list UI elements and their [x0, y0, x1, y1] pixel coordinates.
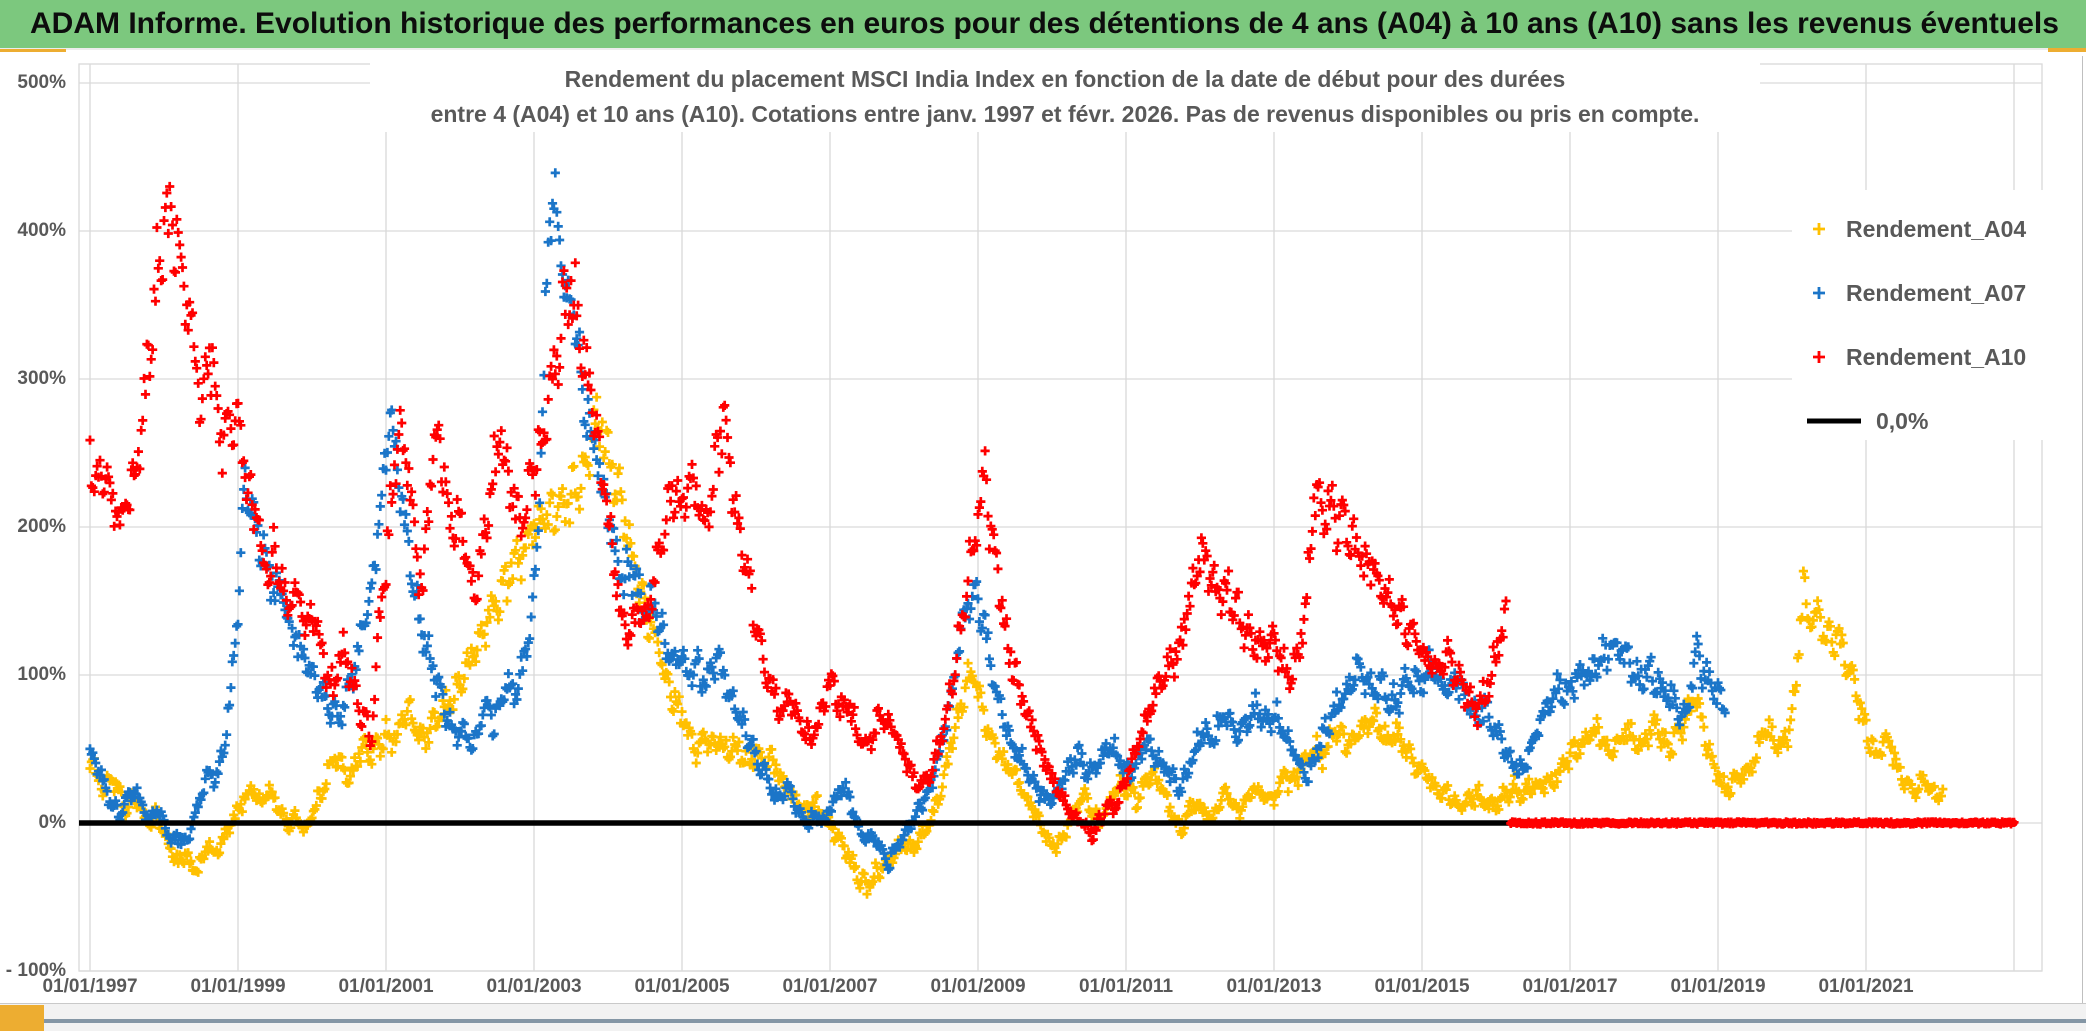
legend-item-rendement-a07[interactable]: Rendement_A07 [1806, 276, 2026, 310]
x-axis-tick: 01/01/2001 [338, 976, 434, 997]
legend: Rendement_A04 Rendement_A07 Rendement_A10 0… [1792, 190, 2060, 440]
legend-label: 0,0% [1876, 407, 1929, 434]
page-title: ADAM Informe. Evolution historique des p… [30, 7, 2059, 40]
chart-plot-area[interactable] [0, 0, 2086, 1003]
chart-title-line1: Rendement du placement MSCI India Index … [564, 66, 1566, 92]
x-axis-tick: 01/01/2007 [782, 976, 878, 997]
sheet-bottom-divider [0, 1019, 2086, 1023]
sheet-bottom-strip [0, 1003, 2086, 1031]
y-axis-tick: 500% [17, 72, 66, 93]
x-axis-tick: 01/01/2003 [486, 976, 582, 997]
x-axis-tick: 01/01/2009 [930, 976, 1026, 997]
legend-item-0-0-[interactable]: 0,0% [1806, 404, 1928, 438]
x-axis-tick: 01/01/2021 [1818, 976, 1914, 997]
x-axis-tick: 01/01/2017 [1522, 976, 1618, 997]
x-axis-tick: 01/01/2013 [1226, 976, 1322, 997]
chart-title: Rendement du placement MSCI India Index … [370, 62, 1760, 132]
x-axis-tick: 01/01/2005 [634, 976, 730, 997]
legend-label: Rendement_A04 [1846, 215, 2027, 242]
x-axis-tick: 01/01/1999 [190, 976, 286, 997]
chart-title-line2: entre 4 (A04) et 10 ans (A10). Cotations… [430, 101, 1700, 127]
x-axis-tick: 01/01/2015 [1374, 976, 1470, 997]
y-axis-tick: 400% [17, 220, 66, 241]
y-axis-tick: 100% [17, 664, 66, 685]
legend-plus-marker-icon [1813, 287, 1825, 299]
legend-plus-marker-icon [1813, 351, 1825, 363]
legend-line-marker-icon [1807, 418, 1861, 424]
x-axis-tick: 01/01/1997 [42, 976, 138, 997]
legend-item-rendement-a10[interactable]: Rendement_A10 [1806, 340, 2026, 374]
y-axis-tick: 200% [17, 516, 66, 537]
legend-label: Rendement_A07 [1846, 279, 2027, 306]
y-axis-tick: 300% [17, 368, 66, 389]
x-axis-tick: 01/01/2019 [1670, 976, 1766, 997]
x-axis-tick: 01/01/2011 [1078, 976, 1174, 997]
chart-right-border [2082, 56, 2083, 1003]
y-axis-tick: - 100% [5, 960, 66, 981]
legend-plus-marker-icon [1813, 223, 1825, 235]
selection-handle-bottom-left [0, 1005, 44, 1031]
legend-label: Rendement_A10 [1846, 343, 2027, 370]
y-axis-tick: 0% [38, 812, 66, 833]
title-bar: ADAM Informe. Evolution historique des p… [0, 0, 2086, 50]
legend-item-rendement-a04[interactable]: Rendement_A04 [1806, 212, 2026, 246]
